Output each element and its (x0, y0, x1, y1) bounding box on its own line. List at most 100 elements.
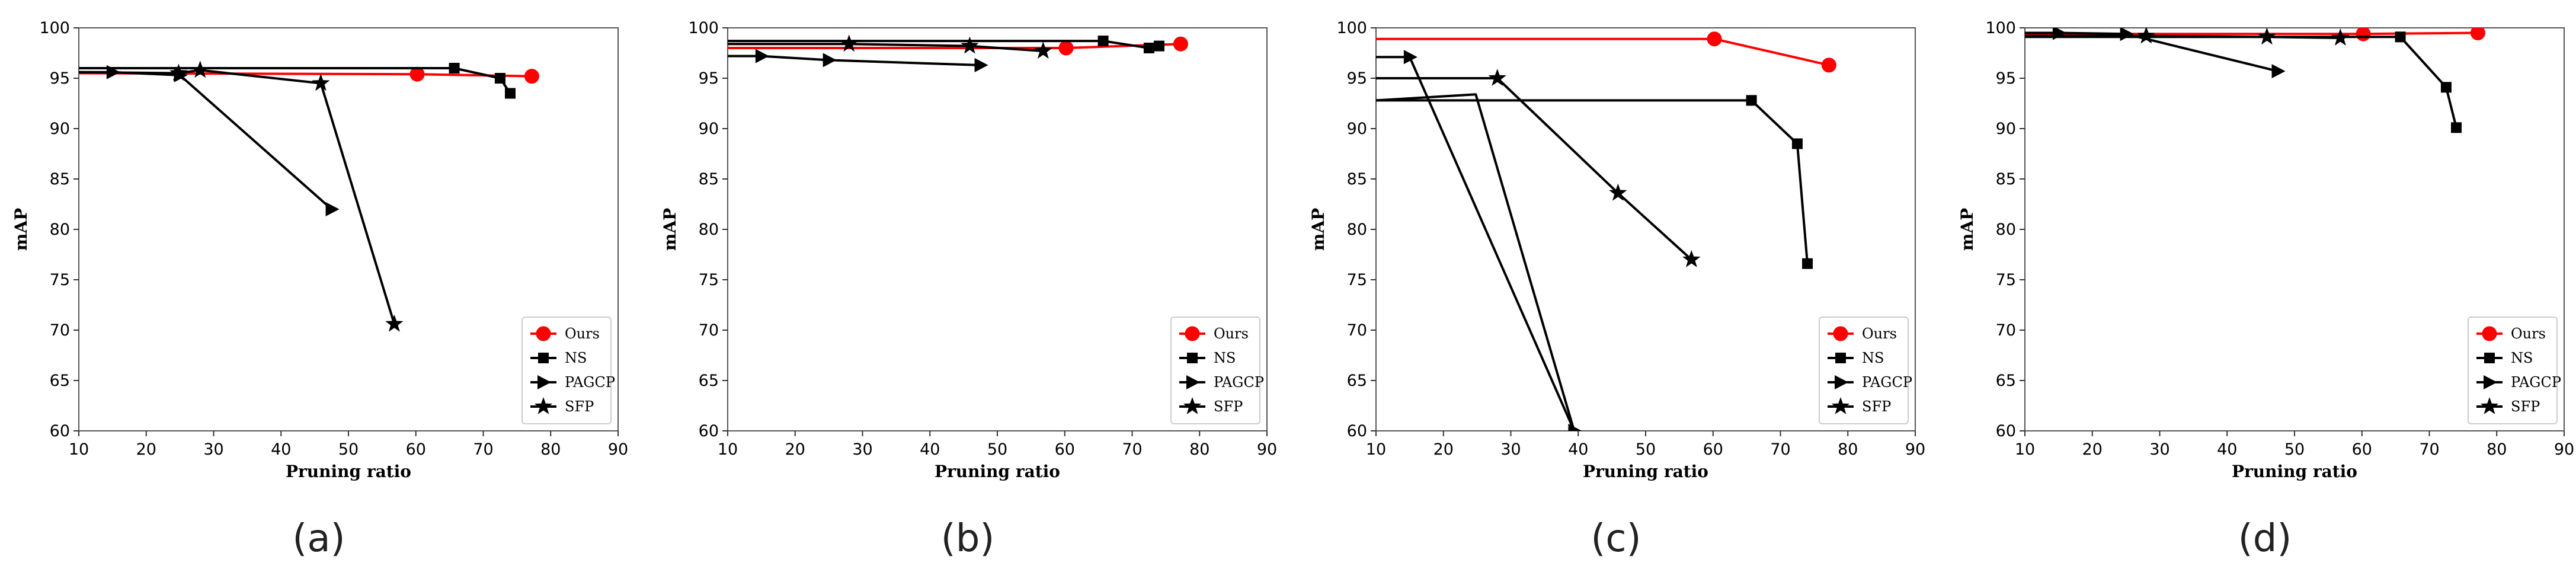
legend-box (1170, 316, 1260, 424)
series-pagcp-point (325, 202, 340, 216)
series-ns-point (449, 63, 460, 73)
y-tick-label: 70 (699, 321, 719, 340)
x-tick-label: 10 (718, 440, 738, 459)
y-tick-label: 95 (50, 69, 70, 88)
y-tick-label: 95 (1996, 69, 2016, 88)
series-sfp-point (2258, 28, 2276, 45)
series-ours-point (1707, 31, 1722, 47)
series-sfp-point (191, 60, 209, 78)
y-tick-label: 100 (1336, 19, 1367, 37)
legend-label: Ours (2511, 325, 2546, 342)
x-axis-label: Pruning ratio (2232, 462, 2357, 481)
series-ns (79, 63, 516, 99)
x-tick-label: 40 (271, 440, 291, 459)
y-tick-label: 100 (39, 19, 70, 37)
series-sfp-point (961, 36, 979, 54)
data-area (1376, 31, 1836, 431)
series-ns-line (79, 67, 511, 94)
legend-item-sfp: SFP (1828, 397, 1891, 415)
x-tick-label: 80 (1838, 440, 1858, 459)
x-tick-label: 40 (1568, 440, 1588, 459)
series-ours (728, 36, 1188, 56)
series-pagcp-line (2025, 31, 2279, 73)
x-tick-label: 70 (2419, 440, 2439, 459)
y-tick-label: 65 (50, 372, 70, 390)
series-pagcp-point (2120, 28, 2134, 41)
series-pagcp-point (974, 57, 988, 72)
panel-caption: (d) (2238, 517, 2292, 561)
series-pagcp-point (823, 53, 837, 68)
y-tick-label: 85 (699, 170, 719, 188)
legend-marker (2480, 397, 2499, 414)
y-tick-label: 80 (1996, 220, 2016, 239)
data-area (79, 60, 539, 332)
legend-item-ns: NS (1179, 350, 1236, 366)
series-ns-point (494, 73, 505, 84)
x-axis-label: Pruning ratio (935, 462, 1060, 481)
y-axis-label: mAP (660, 208, 680, 251)
series-ns (728, 36, 1164, 53)
series-sfp-point (2137, 28, 2155, 44)
y-tick-label: 85 (50, 170, 70, 188)
series-sfp-point (1609, 183, 1627, 201)
chart-panel-2: 10 20 30 40 50 60 70 80 90 60 65 70 75 80 85 90 95 100 Pru… (660, 19, 1277, 561)
legend-marker (537, 375, 551, 389)
series-sfp (1376, 69, 1701, 267)
y-tick-label: 90 (699, 120, 719, 138)
x-tick-label: 10 (2015, 440, 2035, 459)
y-tick-label: 85 (1347, 170, 1367, 188)
series-sfp-line (728, 43, 1044, 53)
series-ours-point (1821, 57, 1836, 73)
y-tick-label: 95 (1347, 69, 1367, 88)
x-tick-label: 20 (2082, 440, 2103, 459)
legend-item-ours: Ours (1179, 325, 1249, 342)
x-tick-label: 90 (1905, 440, 1925, 459)
y-axis-label: mAP (1308, 208, 1328, 251)
legend-label: SFP (1862, 398, 1891, 415)
series-sfp-point (1682, 250, 1701, 267)
legend-label: SFP (565, 398, 594, 415)
legend-label: PAGCP (565, 374, 615, 391)
y-tick-label: 60 (1996, 422, 2016, 440)
x-tick-label: 50 (987, 440, 1007, 459)
legend-label: NS (1214, 350, 1236, 366)
y-tick-label: 95 (699, 69, 719, 88)
legend-label: PAGCP (2511, 374, 2561, 391)
legend-item-ours: Ours (530, 325, 600, 342)
series-ours (1376, 31, 1836, 73)
legend-marker (1835, 375, 1848, 389)
y-tick-label: 75 (1996, 271, 2016, 289)
x-tick-label: 60 (1055, 440, 1075, 459)
series-sfp-point (1034, 41, 1052, 59)
y-tick-label: 85 (1996, 170, 2016, 188)
series-sfp-point (1488, 69, 1506, 86)
x-tick-label: 90 (2554, 440, 2574, 459)
series-ours-point (2356, 28, 2371, 41)
legend-label: PAGCP (1214, 374, 1264, 391)
legend-item-ns: NS (530, 350, 587, 366)
legend-item-ours: Ours (2476, 325, 2546, 342)
y-tick-label: 100 (688, 19, 719, 37)
legend-item-sfp: SFP (530, 397, 594, 415)
series-ns-point (1791, 138, 1803, 149)
y-tick-label: 100 (1985, 19, 2016, 37)
x-tick-label: 60 (1703, 440, 1723, 459)
series-ns-point (505, 88, 516, 99)
legend-label: NS (565, 350, 587, 366)
panel-caption: (a) (292, 517, 345, 561)
legend-marker (1835, 353, 1846, 363)
y-tick-label: 80 (50, 220, 70, 239)
legend: Ours NS PAGCP SFP (1170, 316, 1264, 424)
series-ours-point (524, 69, 539, 84)
y-tick-label: 75 (699, 271, 719, 289)
y-tick-label: 65 (1347, 372, 1367, 390)
legend-item-ns: NS (1828, 350, 1884, 366)
series-sfp (728, 34, 1052, 59)
series-ns-point (2451, 122, 2462, 133)
legend-marker (2484, 375, 2497, 389)
x-tick-label: 70 (1770, 440, 1790, 459)
y-tick-label: 65 (1996, 372, 2016, 390)
legend-label: NS (1862, 350, 1884, 366)
legend-item-pagcp: PAGCP (2476, 374, 2561, 391)
y-tick-label: 90 (1996, 120, 2016, 138)
